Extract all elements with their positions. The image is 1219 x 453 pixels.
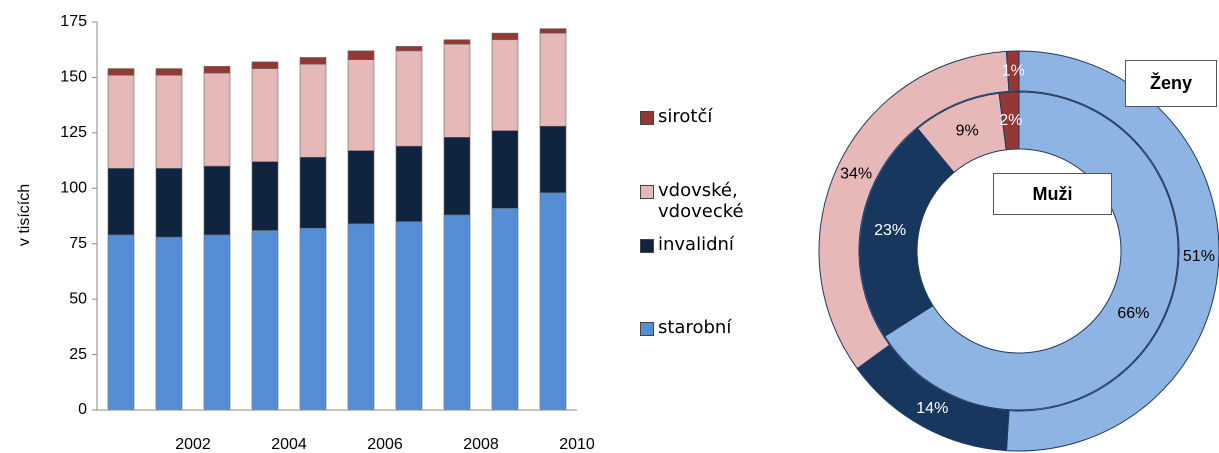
bar-segment [299, 63, 327, 158]
donut-segment [1005, 50, 1020, 92]
x-tick-label: 2002 [175, 436, 211, 453]
x-tick-label: 2004 [271, 436, 307, 453]
bar-segment [251, 68, 279, 162]
donut-segment [1005, 50, 1219, 452]
y-tick-label: 25 [69, 346, 87, 363]
legend-label: vdovské, vdovecké [658, 180, 744, 222]
x-tick-label: 2006 [367, 436, 403, 453]
bar-segment [155, 68, 183, 76]
bar-segment [443, 214, 471, 411]
bar-segment [155, 168, 183, 238]
legend-label: invalidní [658, 234, 734, 255]
bar-segment [539, 28, 567, 34]
bar-segment [539, 125, 567, 194]
bar-segment [155, 236, 183, 411]
bar-segment [299, 227, 327, 411]
legend-label: starobní [658, 317, 732, 338]
data-label: 34% [840, 166, 872, 183]
bar-segment [443, 43, 471, 138]
bar-segment [251, 230, 279, 411]
bar-segment [395, 221, 423, 411]
y-tick-label: 150 [60, 69, 87, 86]
legend-swatch [640, 185, 654, 199]
bar-segment [107, 168, 135, 236]
bar-segment [491, 207, 519, 411]
data-label: 51% [1183, 248, 1215, 265]
bar-segment [299, 156, 327, 229]
bar-segment [347, 59, 375, 151]
bar-segment [347, 223, 375, 411]
bar-segment [203, 234, 231, 411]
bar-segment [395, 145, 423, 222]
bar-segment [539, 192, 567, 411]
data-label: 9% [956, 122, 979, 139]
x-tick-label: 2010 [559, 436, 595, 453]
bar-segment [347, 150, 375, 225]
data-label: 23% [874, 222, 906, 239]
bar-segment [347, 50, 375, 60]
legend-item: invalidní [640, 234, 770, 255]
bar-segment [107, 68, 135, 76]
data-label: 66% [1117, 305, 1149, 322]
bar-segment [203, 72, 231, 167]
donut-segment [884, 91, 1179, 411]
legend-swatch [640, 111, 654, 125]
bar-segment [539, 32, 567, 127]
legend-swatch [640, 322, 654, 336]
y-tick-label: 0 [78, 401, 87, 418]
y-tick-label: 100 [60, 180, 87, 197]
y-tick-label: 75 [69, 235, 87, 252]
bar-segment [491, 39, 519, 131]
bar-segment [251, 161, 279, 231]
bar-segment [491, 130, 519, 209]
bar-segment [395, 50, 423, 147]
legend-label: sirotčí [658, 106, 713, 127]
data-label: 2% [999, 112, 1022, 129]
data-label: 14% [916, 400, 948, 417]
bar-segment [443, 39, 471, 45]
legend-swatch [640, 239, 654, 253]
bar-segment [299, 57, 327, 65]
bar-segment [107, 234, 135, 411]
donut-segment [998, 91, 1020, 151]
legend-item: sirotčí [640, 106, 770, 127]
ring-label: Ženy [1125, 60, 1217, 107]
y-tick-label: 50 [69, 290, 87, 307]
x-tick-label: 2008 [463, 436, 499, 453]
ring-label: Muži [993, 173, 1112, 215]
y-tick-label: 175 [60, 13, 87, 30]
bar-segment [203, 66, 231, 74]
bar-segment [251, 61, 279, 69]
bar-segment [203, 165, 231, 236]
legend-item: vdovské, vdovecké [640, 180, 770, 222]
bar-segment [443, 136, 471, 216]
y-tick-label: 125 [60, 124, 87, 141]
bar-segment [107, 74, 135, 169]
legend-item: starobní [640, 317, 770, 338]
bar-segment [395, 46, 423, 52]
data-label: 1% [1002, 62, 1025, 79]
bar-segment [491, 32, 519, 41]
bar-segment [155, 74, 183, 169]
y-axis-label: v tisících [16, 184, 33, 246]
